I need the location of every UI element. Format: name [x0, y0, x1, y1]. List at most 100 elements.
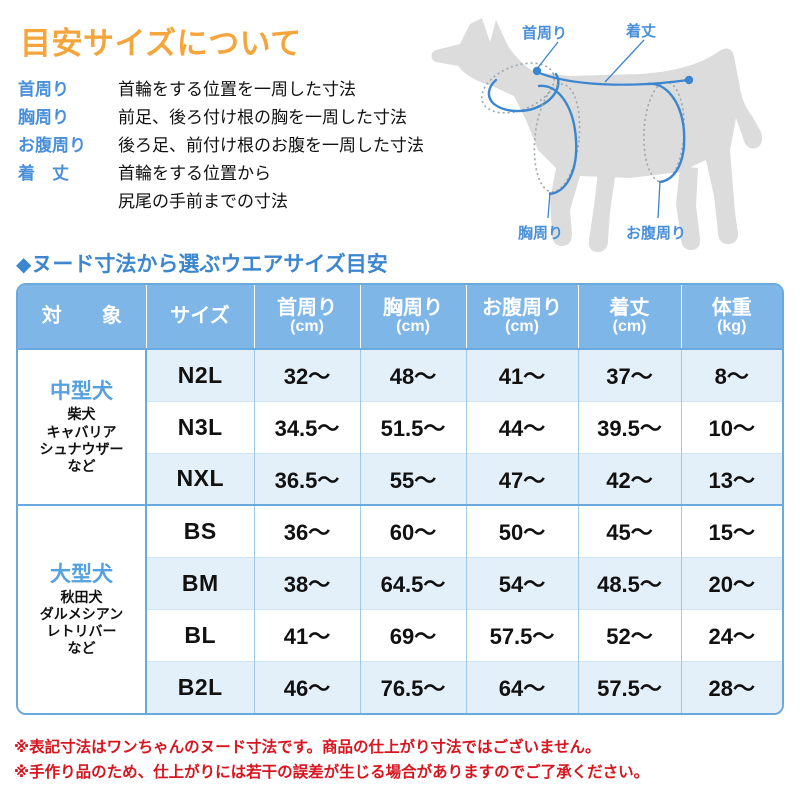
- group-breed-0: 秋田犬: [60, 588, 103, 605]
- column-header-weight-unit: (kg): [717, 317, 747, 335]
- cell-belly: 50〜: [466, 504, 579, 557]
- size-table-container: 対 象 サイズ 首周り (cm) 胸周り (cm) お腹周り: [16, 283, 784, 715]
- cell-length: 42〜: [578, 452, 682, 505]
- column-header-neck-unit: (cm): [290, 317, 324, 335]
- belly-leader-line: [657, 181, 661, 219]
- cell-weight: 15〜: [681, 504, 782, 557]
- definition-term-chest: 胸周り: [18, 108, 69, 127]
- footnote-1: ※表記寸法はワンちゃんのヌード寸法です。商品の仕上がり寸法ではございません。: [14, 739, 601, 756]
- group-breed-1: キャバリア: [46, 423, 117, 440]
- table-row: N3L 34.5〜 51.5〜 44〜 39.5〜 10〜: [18, 400, 782, 453]
- dog-silhouette-shape: [431, 18, 763, 252]
- illustration-label-chest: 胸周り: [518, 224, 563, 242]
- footnotes: ※表記寸法はワンちゃんのヌード寸法です。商品の仕上がり寸法ではございません。 ※…: [14, 735, 649, 785]
- cell-neck: 36〜: [254, 504, 361, 557]
- definition-term-neck: 首周り: [18, 80, 69, 99]
- cell-size: N3L: [146, 400, 255, 453]
- cell-weight: 10〜: [681, 400, 782, 453]
- cell-length: 57.5〜: [578, 660, 682, 713]
- cell-weight: 28〜: [681, 660, 782, 713]
- column-header-chest-label: 胸周り: [383, 296, 443, 319]
- table-row: 中型犬 柴犬 キャバリア シュナウザー など N2L 32〜 48〜 41〜 3…: [18, 348, 782, 505]
- column-header-chest: 胸周り (cm): [360, 285, 467, 349]
- cell-size: BS: [146, 504, 255, 557]
- group-cell-large: 大型犬 秋田犬 ダルメシアン レトリバー など: [18, 504, 147, 713]
- column-header-neck-label: 首周り: [277, 296, 337, 319]
- dog-measurement-illustration: 首周り 着丈 胸周り お腹周り: [430, 0, 800, 258]
- column-header-size: サイズ: [146, 285, 255, 349]
- cell-length: 39.5〜: [578, 400, 682, 453]
- column-header-length-label: 着丈: [609, 296, 650, 319]
- section-header: ◆ヌード寸法から選ぶウエアサイズ目安: [16, 248, 388, 278]
- group-title-large: 大型犬: [50, 562, 113, 586]
- cell-size: BL: [146, 608, 255, 661]
- back-length-line: [536, 70, 689, 86]
- cell-belly: 47〜: [466, 452, 579, 505]
- cell-size: B2L: [146, 660, 255, 713]
- cell-chest: 60〜: [360, 504, 467, 557]
- cell-chest: 69〜: [360, 608, 467, 661]
- measurement-definitions: 首周り 首輪をする位置を一周した寸法 胸周り 前足、後ろ付け根の胸を一周した寸法…: [18, 76, 424, 216]
- column-header-length-unit: (cm): [612, 317, 647, 335]
- column-header-target-label: 対 象: [41, 305, 132, 327]
- section-header-text: ヌード寸法から選ぶウエアサイズ目安: [31, 253, 388, 276]
- table-row: BL 41〜 69〜 57.5〜 52〜 24〜: [18, 608, 782, 661]
- cell-size: N2L: [146, 348, 255, 401]
- group-breed-3: など: [67, 457, 96, 474]
- diamond-bullet-icon: ◆: [16, 254, 32, 276]
- group-breed-1: ダルメシアン: [39, 606, 124, 623]
- definition-row-neck: 首周り 首輪をする位置を一周した寸法: [18, 76, 424, 104]
- group-title-medium: 中型犬: [50, 380, 113, 404]
- cell-weight: 20〜: [681, 556, 782, 609]
- table-header-row: 対 象 サイズ 首周り (cm) 胸周り (cm) お腹周り: [18, 285, 782, 349]
- cell-size: NXL: [146, 452, 255, 505]
- definition-term-length: 着 丈: [18, 164, 69, 183]
- cell-neck: 36.5〜: [254, 452, 361, 505]
- cell-size: BM: [146, 556, 255, 609]
- cell-neck: 46〜: [254, 660, 361, 713]
- column-header-neck: 首周り (cm): [254, 285, 361, 349]
- table-row: 大型犬 秋田犬 ダルメシアン レトリバー など BS 36〜 60〜 50〜 4…: [18, 504, 782, 713]
- cell-weight: 8〜: [681, 348, 782, 401]
- table-row: B2L 46〜 76.5〜 64〜 57.5〜 28〜: [18, 660, 782, 713]
- group-cell-medium: 中型犬 柴犬 キャバリア シュナウザー など: [18, 348, 147, 505]
- cell-belly: 44〜: [466, 400, 579, 453]
- illustration-label-length: 着丈: [625, 22, 656, 40]
- cell-length: 52〜: [578, 608, 682, 661]
- definition-term-belly: お腹周り: [18, 136, 86, 155]
- illustration-label-belly: お腹周り: [626, 224, 686, 242]
- column-header-weight-label: 体重: [711, 296, 752, 319]
- cell-chest: 64.5〜: [360, 556, 467, 609]
- column-header-belly-label: お腹周り: [482, 296, 562, 319]
- definition-desc-length-line2: 尻尾の手前までの寸法: [118, 192, 288, 211]
- cell-belly: 54〜: [466, 556, 579, 609]
- cell-belly: 57.5〜: [466, 608, 579, 661]
- cell-belly: 41〜: [466, 348, 579, 401]
- cell-chest: 76.5〜: [360, 660, 467, 713]
- cell-length: 48.5〜: [578, 556, 682, 609]
- length-start-dot: [532, 66, 542, 76]
- cell-length: 37〜: [578, 348, 682, 401]
- page-title: 目安サイズについて: [20, 26, 302, 61]
- definition-desc-length-wrap: 首輪をする位置から 尻尾の手前までの寸法: [118, 160, 288, 216]
- footnote-2: ※手作り品のため、仕上がりには若干の誤差が生じる場合がありますのでご了承ください…: [14, 764, 650, 781]
- column-header-length: 着丈 (cm): [578, 285, 682, 349]
- length-end-dot: [684, 75, 694, 85]
- column-header-target: 対 象: [18, 285, 147, 349]
- cell-neck: 32〜: [254, 348, 361, 401]
- cell-chest: 55〜: [360, 452, 467, 505]
- cell-neck: 38〜: [254, 556, 361, 609]
- definition-row-length: 着 丈 首輪をする位置から 尻尾の手前までの寸法: [18, 160, 424, 216]
- cell-weight: 13〜: [681, 452, 782, 505]
- definition-row-belly: お腹周り 後ろ足、前付け根のお腹を一周した寸法: [18, 132, 424, 160]
- cell-chest: 51.5〜: [360, 400, 467, 453]
- definition-desc-belly: 後ろ足、前付け根のお腹を一周した寸法: [118, 136, 424, 155]
- cell-length: 45〜: [578, 504, 682, 557]
- chest-leader-line: [547, 191, 551, 219]
- column-header-belly-unit: (cm): [505, 317, 539, 335]
- cell-belly: 64〜: [466, 660, 579, 713]
- column-header-chest-unit: (cm): [396, 317, 430, 335]
- definition-desc-length-line1: 首輪をする位置から: [118, 164, 271, 183]
- size-table: 対 象 サイズ 首周り (cm) 胸周り (cm) お腹周り: [18, 285, 782, 713]
